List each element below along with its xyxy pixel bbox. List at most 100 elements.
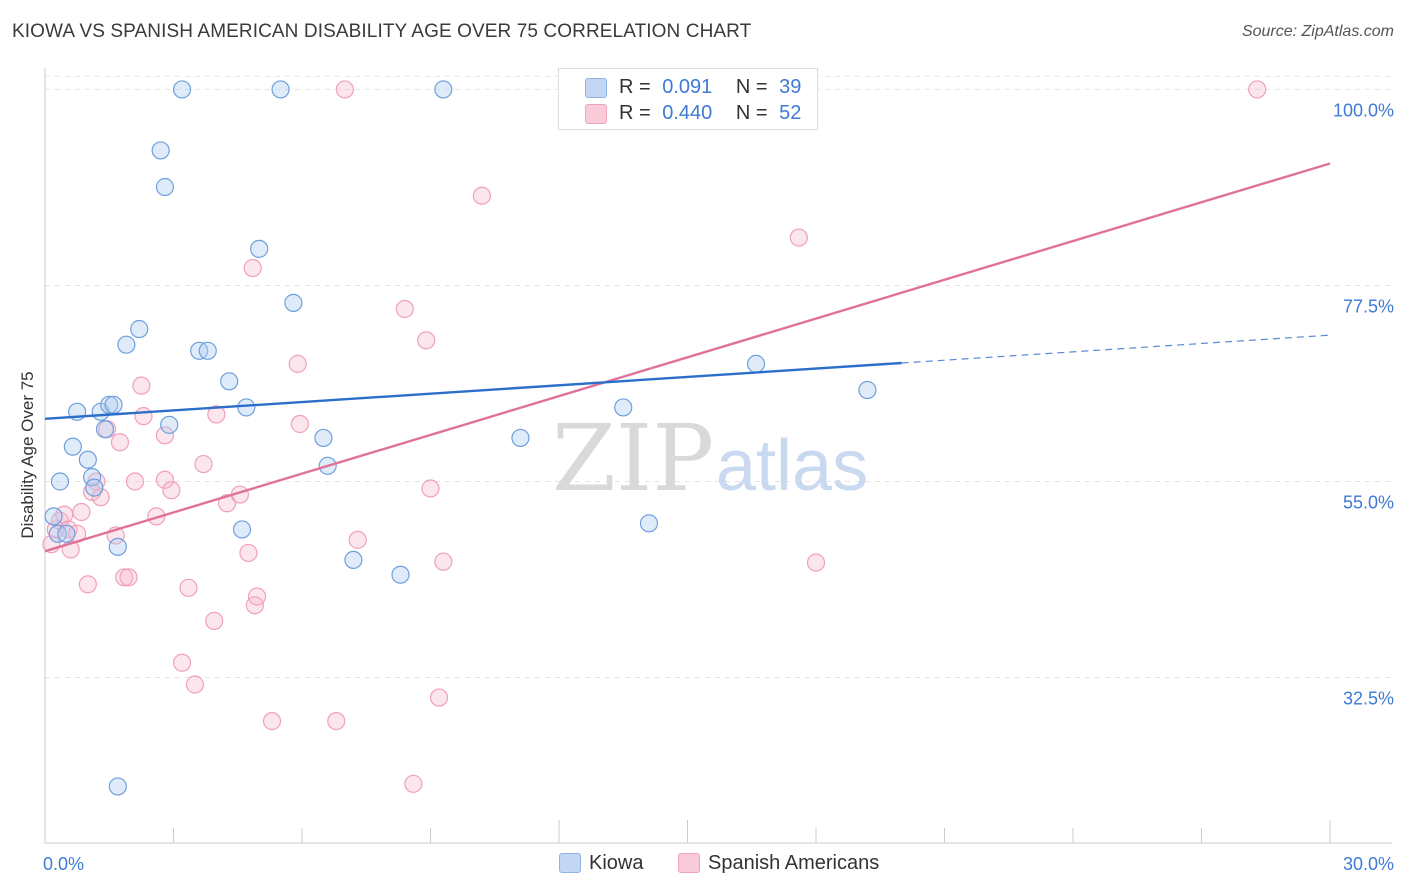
spanish-point: [335, 80, 354, 99]
source-label: Source: ZipAtlas.com: [1241, 23, 1394, 40]
spanish-point: [243, 258, 262, 278]
kiowa-point: [746, 354, 766, 373]
x-tick-label-max: 30.0%: [1343, 854, 1394, 874]
grid-lines: [45, 75, 1392, 679]
kiowa-point: [100, 395, 119, 414]
spanish-swatch: [585, 104, 607, 124]
kiowa-point: [50, 472, 70, 491]
spanish-point: [91, 488, 110, 507]
kiowa-point: [155, 177, 175, 197]
watermark-atlas: atlas: [716, 426, 868, 506]
y-tick-label: 100.0%: [1333, 100, 1394, 120]
spanish-point: [125, 472, 145, 491]
kiowa-point: [237, 398, 256, 417]
spanish-point: [72, 502, 91, 522]
spanish-point: [348, 530, 367, 549]
kiowa-points: [44, 80, 877, 796]
spanish-point: [789, 228, 808, 247]
kiowa-point: [108, 537, 127, 556]
spanish-point: [119, 568, 138, 587]
kiowa-point: [391, 565, 410, 584]
spanish-point: [395, 299, 414, 319]
kiowa-point: [639, 514, 659, 533]
spanish-point: [179, 578, 198, 597]
kiowa-r-label: R =: [619, 76, 651, 98]
spanish-point: [262, 711, 282, 731]
y-tick-label: 77.5%: [1343, 296, 1394, 316]
kiowa-point: [85, 478, 104, 497]
kiowa-point: [108, 777, 127, 796]
y-axis-label: Disability Age Over 75: [18, 371, 37, 538]
spanish-point: [806, 553, 826, 572]
spanish-point: [327, 711, 346, 731]
kiowa-legend-label: Kiowa: [589, 852, 644, 874]
spanish-trend-line: [44, 162, 1331, 553]
spanish-point: [417, 331, 436, 350]
kiowa-point: [284, 293, 303, 312]
kiowa-n-value: 39: [779, 76, 802, 98]
kiowa-point: [198, 341, 217, 360]
y-tick-label: 32.5%: [1343, 689, 1394, 709]
spanish-point: [162, 481, 181, 500]
kiowa-point: [232, 520, 252, 539]
spanish-r-label: R =: [619, 102, 651, 124]
kiowa-point: [511, 428, 530, 448]
kiowa-point: [220, 372, 239, 391]
kiowa-point: [250, 239, 269, 258]
spanish-point: [421, 479, 440, 498]
kiowa-n-label: N =: [735, 76, 768, 98]
kiowa-point: [95, 420, 115, 439]
kiowa-point: [117, 335, 136, 354]
spanish-point: [239, 543, 258, 563]
spanish-point: [185, 675, 205, 694]
kiowa-point: [63, 437, 82, 456]
spanish-point: [288, 354, 307, 373]
spanish-point: [134, 407, 153, 426]
spanish-point: [434, 552, 453, 571]
kiowa-point: [160, 415, 179, 434]
spanish-point: [155, 426, 175, 445]
kiowa-point: [614, 398, 633, 417]
spanish-point: [110, 433, 130, 452]
kiowa-point: [314, 428, 333, 448]
kiowa-point: [151, 141, 170, 160]
spanish-point: [404, 774, 423, 793]
kiowa-trend-line: [44, 361, 902, 420]
spanish-n-label: N =: [735, 102, 768, 124]
chart-title: KIOWA VS SPANISH AMERICAN DISABILITY AGE…: [12, 21, 752, 42]
watermark: ZIP atlas: [552, 405, 868, 512]
kiowa-point: [57, 524, 76, 543]
spanish-point: [290, 414, 309, 434]
watermark-zip: ZIP: [552, 405, 714, 512]
trend-lines: [44, 162, 1331, 553]
spanish-point: [1248, 80, 1267, 99]
kiowa-point: [858, 380, 877, 400]
spanish-legend-swatch: [678, 853, 700, 873]
x-tick-label-min: 0.0%: [43, 854, 84, 874]
tick-labels: 32.5% 55.0% 77.5% 100.0% 0.0% 30.0%: [43, 100, 1394, 874]
correlation-legend: R = 0.091 N = 39 R = 0.440 N = 52: [558, 68, 818, 130]
spanish-legend-label: Spanish Americans: [708, 852, 880, 874]
kiowa-r-value: 0.091: [662, 76, 713, 98]
spanish-point: [472, 186, 491, 205]
kiowa-point: [78, 450, 97, 469]
kiowa-swatch: [585, 78, 607, 98]
kiowa-point: [172, 80, 192, 99]
spanish-point: [247, 587, 267, 606]
spanish-point: [194, 454, 213, 474]
kiowa-trend-extension: [901, 334, 1331, 364]
spanish-point: [205, 611, 224, 630]
spanish-point: [115, 568, 134, 587]
spanish-point: [207, 405, 226, 424]
spanish-point: [155, 470, 175, 489]
spanish-n-value: 52: [779, 102, 802, 124]
kiowa-point: [271, 80, 290, 99]
spanish-point: [217, 494, 237, 513]
spanish-r-value: 0.440: [662, 102, 713, 124]
kiowa-point: [104, 395, 123, 414]
kiowa-point: [130, 319, 149, 339]
spanish-point: [429, 688, 449, 707]
spanish-point: [78, 575, 97, 594]
kiowa-point: [344, 550, 363, 570]
